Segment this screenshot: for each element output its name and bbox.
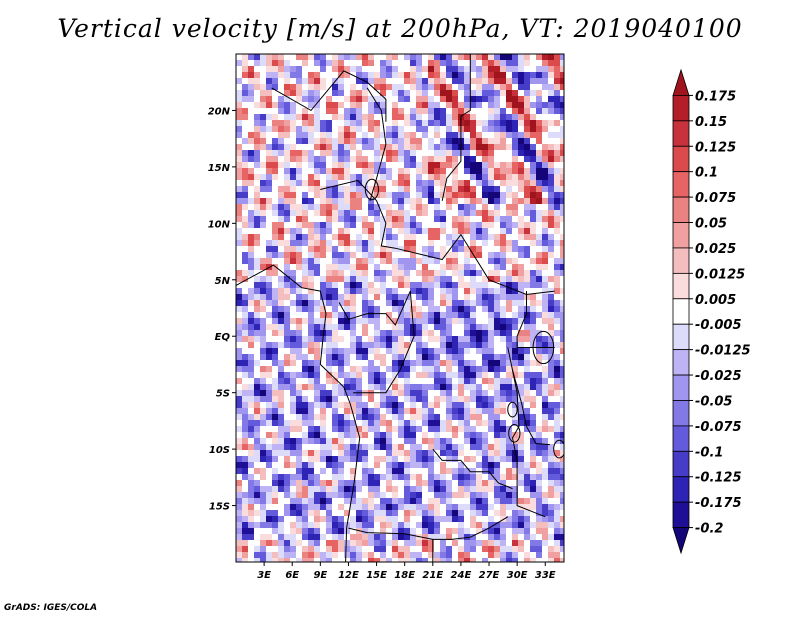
x-tick-label: 12E bbox=[338, 570, 359, 581]
colorbar-swatch bbox=[672, 171, 690, 198]
lake-outline bbox=[532, 330, 555, 365]
x-tick-label: 30E bbox=[507, 570, 528, 581]
colorbar-swatch bbox=[672, 95, 690, 122]
x-tick-label: 18E bbox=[394, 570, 415, 581]
border-line bbox=[348, 516, 509, 540]
colorbar-label: -0.1 bbox=[695, 445, 723, 460]
x-tick-label: 24E bbox=[451, 570, 472, 581]
y-tick-label: 10S bbox=[209, 445, 230, 456]
y-tick-label: 5S bbox=[216, 389, 230, 400]
y-tick-label: 5N bbox=[215, 276, 231, 287]
y-tick-label: 15N bbox=[208, 163, 231, 174]
colorbar-label: 0.175 bbox=[695, 89, 736, 104]
border-line bbox=[353, 291, 415, 394]
x-tick-label: 33E bbox=[535, 570, 556, 581]
border-line bbox=[441, 54, 471, 201]
map-frame bbox=[235, 53, 565, 563]
x-tick-label: 9E bbox=[313, 570, 327, 581]
velocity-field bbox=[236, 54, 564, 562]
colorbar-label: -0.175 bbox=[695, 496, 742, 511]
colorbar-label: 0.0125 bbox=[695, 267, 745, 282]
colorbar-swatch bbox=[672, 527, 690, 555]
colorbar-swatch bbox=[672, 349, 690, 376]
colorbar-swatch bbox=[672, 450, 690, 478]
colorbar-label: -0.005 bbox=[695, 318, 742, 333]
x-tick-label: 3E bbox=[257, 570, 271, 581]
colorbar-label: 0.05 bbox=[695, 217, 727, 232]
country-borders bbox=[236, 54, 564, 562]
colorbar-label: -0.125 bbox=[695, 471, 742, 486]
colorbar-swatch bbox=[672, 425, 690, 452]
grads-credit: GrADS: IGES/COLA bbox=[4, 603, 98, 613]
y-tick-label: EQ bbox=[215, 332, 231, 343]
colorbar-label: -0.025 bbox=[695, 369, 742, 384]
colorbar: 0.175 0.15 0.125 0.1 0.075 0.05 0.025 0.0125 0.0… bbox=[672, 68, 751, 555]
colorbar-label: 0.005 bbox=[695, 293, 736, 308]
colorbar-label: 0.125 bbox=[695, 140, 736, 155]
colorbar-label: -0.2 bbox=[695, 522, 723, 537]
colorbar-label: -0.05 bbox=[695, 394, 732, 409]
lake-outline bbox=[553, 439, 564, 459]
chart-title: Vertical velocity [m/s] at 200hPa, VT: 2… bbox=[57, 14, 743, 43]
colorbar-swatch bbox=[672, 120, 690, 147]
border-line bbox=[516, 291, 555, 348]
colorbar-swatch bbox=[672, 247, 690, 274]
x-tick-label: 27E bbox=[479, 570, 500, 581]
lake-outline bbox=[364, 178, 379, 201]
colorbar-swatch bbox=[672, 400, 690, 427]
colorbar-swatch bbox=[672, 476, 690, 503]
colorbar-swatch bbox=[672, 222, 690, 249]
colorbar-swatch bbox=[672, 374, 690, 401]
colorbar-label: -0.075 bbox=[695, 420, 742, 435]
x-tick-label: 21E bbox=[422, 570, 443, 581]
colorbar-label: -0.0125 bbox=[695, 344, 751, 359]
border-line bbox=[507, 347, 550, 446]
colorbar-swatch bbox=[672, 501, 690, 528]
lake-outline bbox=[507, 401, 518, 418]
colorbar-swatch bbox=[672, 68, 690, 96]
colorbar-label: 0.075 bbox=[695, 191, 736, 206]
x-tick-label: 6E bbox=[285, 570, 299, 581]
colorbar-label: 0.025 bbox=[695, 242, 736, 257]
colorbar-swatch bbox=[672, 272, 690, 300]
border-line bbox=[432, 448, 513, 490]
y-tick-label: 15S bbox=[209, 502, 230, 513]
colorbar-swatch bbox=[672, 323, 690, 351]
colorbar-swatch bbox=[672, 298, 690, 325]
border-line bbox=[511, 370, 546, 518]
colorbar-label: 0.1 bbox=[695, 166, 718, 181]
border-line bbox=[338, 290, 411, 326]
map-axes: 3E 6E 9E 12E 15E 18E 21E 24E 27E 30E 33E 20N 15N 10N 5… bbox=[208, 106, 556, 581]
border-line bbox=[236, 264, 361, 562]
y-tick-label: 10N bbox=[208, 219, 231, 230]
colorbar-swatch bbox=[672, 196, 690, 223]
border-line bbox=[320, 179, 555, 296]
x-tick-label: 15E bbox=[366, 570, 387, 581]
border-line bbox=[366, 87, 387, 201]
colorbar-label: 0.15 bbox=[695, 115, 727, 130]
colorbar-swatch bbox=[672, 145, 690, 173]
border-line bbox=[271, 70, 387, 122]
lake-outline bbox=[508, 424, 521, 443]
y-tick-label: 20N bbox=[208, 106, 231, 117]
